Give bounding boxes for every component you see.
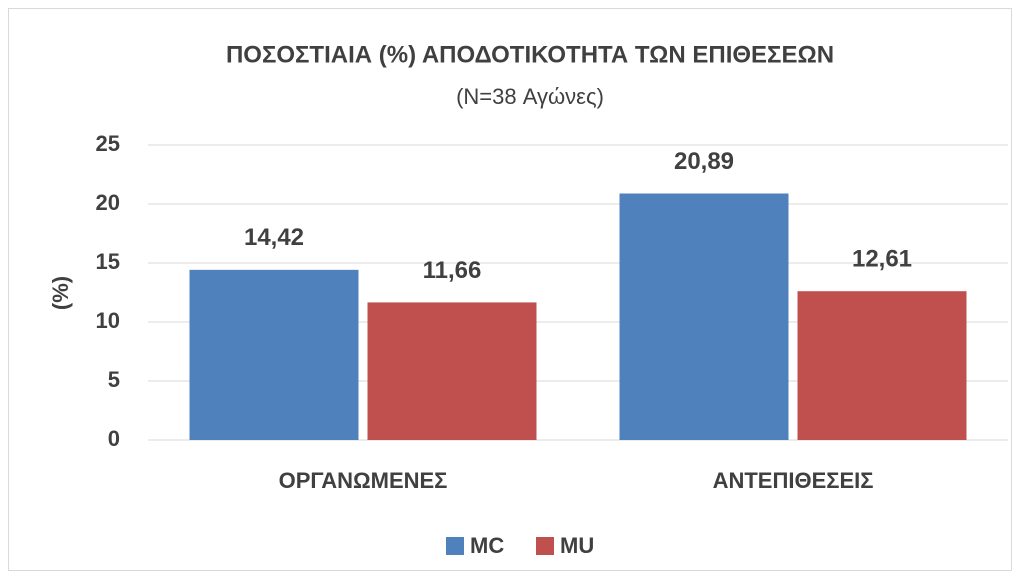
legend-swatch <box>446 537 464 555</box>
bar <box>189 269 359 440</box>
y-tick-label: 5 <box>108 367 120 392</box>
y-tick-label: 25 <box>96 131 120 156</box>
chart-frame <box>8 8 1012 571</box>
bar <box>797 291 967 440</box>
y-tick-label: 10 <box>96 308 120 333</box>
chart-subtitle: (N=38 Αγώνες) <box>456 84 604 109</box>
value-label: 14,42 <box>244 224 304 251</box>
bar <box>367 302 537 440</box>
value-label: 11,66 <box>423 257 482 284</box>
y-tick-label: 0 <box>108 426 120 451</box>
x-tick-label: ΑΝΤΕΠΙΘΕΣΕΙΣ <box>713 468 874 493</box>
value-label: 12,61 <box>852 246 912 273</box>
value-label: 20,89 <box>674 148 734 175</box>
y-tick-label: 20 <box>96 190 120 215</box>
bar <box>619 193 789 440</box>
legend-swatch <box>536 537 554 555</box>
x-tick-label: ΟΡΓΑΝΩΜΕΝΕΣ <box>279 468 448 493</box>
legend-label: MC <box>470 533 504 558</box>
chart-title: ΠΟΣΟΣΤΙΑΙΑ (%) ΑΠΟΔΟΤΙΚΟΤΗΤΑ ΤΩΝ ΕΠΙΘΕΣΕ… <box>226 41 834 68</box>
y-tick-label: 15 <box>96 249 120 274</box>
y-axis-label: (%) <box>48 276 73 310</box>
legend-label: MU <box>560 533 594 558</box>
